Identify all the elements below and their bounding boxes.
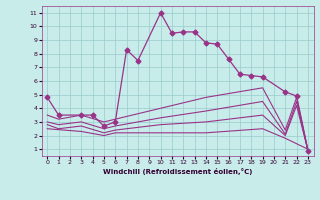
X-axis label: Windchill (Refroidissement éolien,°C): Windchill (Refroidissement éolien,°C) — [103, 168, 252, 175]
